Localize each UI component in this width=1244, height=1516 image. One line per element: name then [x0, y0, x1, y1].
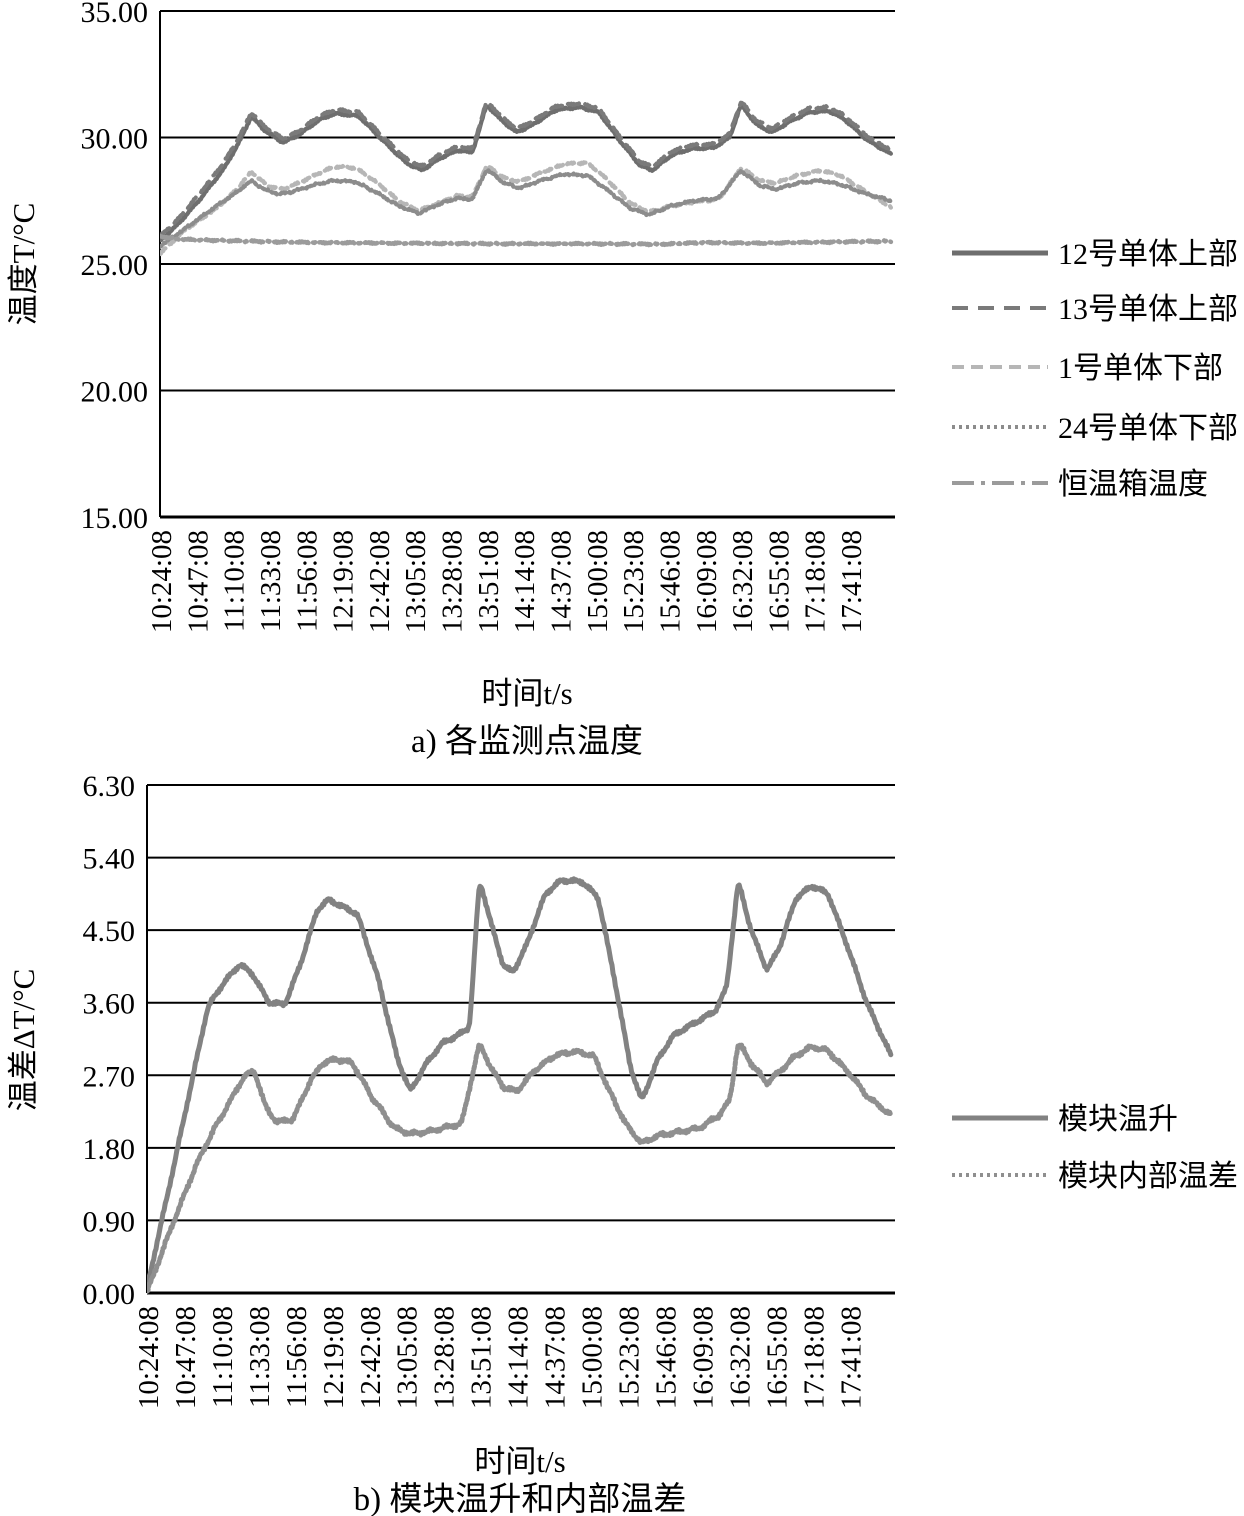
legend-item-module-internal-diff: 模块内部温差 [952, 1160, 1238, 1193]
x-tick-label: 13:28:08 [429, 1306, 461, 1409]
y-tick-label: 25.00 [81, 249, 149, 282]
series-cell24-bottom [160, 168, 893, 250]
chart-a-y-tick-labels: 35.00 30.00 25.00 20.00 15.00 [81, 0, 149, 535]
chart-b-y-tick-labels: 6.30 5.40 4.50 3.60 2.70 1.80 0.90 0.00 [83, 770, 136, 1311]
y-tick-label: 4.50 [83, 915, 136, 948]
x-tick-label: 13:05:08 [392, 1306, 424, 1409]
chart-b: 6.30 5.40 4.50 3.60 2.70 1.80 0.90 0.00 10:24:0… [6, 770, 1238, 1516]
x-tick-label: 17:41:08 [835, 1306, 867, 1409]
x-tick-label: 13:28:08 [437, 530, 469, 633]
series-cell13-top [160, 100, 893, 238]
y-tick-label: 0.00 [83, 1278, 136, 1311]
y-tick-label: 35.00 [81, 0, 149, 29]
series-cell1-bottom [160, 160, 893, 257]
y-tick-label: 15.00 [81, 502, 149, 535]
x-tick-label: 11:10:08 [219, 530, 251, 632]
x-tick-label: 16:09:08 [687, 1306, 719, 1409]
x-tick-label: 15:46:08 [650, 1306, 682, 1409]
legend-label-cell13-top: 13号单体上部 [1058, 293, 1238, 326]
x-tick-label: 14:37:08 [540, 1306, 572, 1409]
chart-a-series [160, 100, 894, 257]
legend-label-chamber-temp: 恒温箱温度 [1058, 468, 1208, 501]
x-tick-label: 15:23:08 [613, 1306, 645, 1409]
legend-label-module-internal-diff: 模块内部温差 [1058, 1160, 1238, 1193]
series-module-internal-diff [147, 1042, 894, 1294]
x-tick-label: 12:19:08 [318, 1306, 350, 1409]
chart-a-x-axis-title: 时间t/s [481, 676, 572, 711]
x-tick-label: 11:33:08 [244, 1306, 276, 1408]
y-tick-label: 0.90 [83, 1205, 136, 1238]
x-tick-label: 15:00:08 [577, 1306, 609, 1409]
legend-item-cell24-bottom: 24号单体下部 [952, 412, 1238, 445]
x-tick-label: 11:56:08 [281, 1306, 313, 1408]
series-chamber-temp [160, 233, 894, 248]
x-tick-label: 10:24:08 [133, 1306, 165, 1409]
series-module-temp-rise [147, 876, 894, 1290]
chart-b-x-axis-title: 时间t/s [474, 1444, 565, 1479]
x-tick-label: 16:55:08 [763, 530, 795, 633]
x-tick-label: 13:51:08 [473, 530, 505, 633]
y-tick-label: 30.00 [81, 123, 149, 156]
x-tick-label: 11:56:08 [291, 530, 323, 632]
chart-b-y-axis-title: 温差ΔT/°C [6, 969, 41, 1112]
x-tick-label: 16:09:08 [691, 530, 723, 633]
x-tick-label: 17:18:08 [800, 530, 832, 633]
y-tick-label: 6.30 [83, 770, 136, 803]
chart-b-grid [146, 784, 895, 1295]
x-tick-label: 12:42:08 [355, 1306, 387, 1409]
x-tick-label: 17:41:08 [836, 530, 868, 633]
chart-a-y-axis-title: 温度T/°C [6, 203, 41, 326]
legend-label-cell12-top: 12号单体上部 [1058, 238, 1238, 271]
y-tick-label: 2.70 [83, 1060, 136, 1093]
legend-item-cell1-bottom: 1号单体下部 [952, 352, 1223, 385]
x-tick-label: 15:46:08 [654, 530, 686, 633]
legend-label-module-temp-rise: 模块温升 [1058, 1103, 1178, 1136]
x-tick-label: 10:47:08 [170, 1306, 202, 1409]
x-tick-label: 10:24:08 [146, 530, 178, 633]
x-tick-label: 12:42:08 [364, 530, 396, 633]
y-tick-label: 3.60 [83, 988, 136, 1021]
x-tick-label: 13:51:08 [466, 1306, 498, 1409]
x-tick-label: 17:18:08 [798, 1306, 830, 1409]
legend-item-cell12-top: 12号单体上部 [952, 238, 1238, 271]
series-cell12-top [160, 103, 893, 243]
legend-label-cell1-bottom: 1号单体下部 [1058, 352, 1223, 385]
chart-a: 35.00 30.00 25.00 20.00 15.00 10:24:08 10:47:… [6, 0, 1238, 760]
chart-b-x-tick-labels: 10:24:08 10:47:08 11:10:08 11:33:08 11:56:08… [133, 1306, 867, 1409]
legend-label-cell24-bottom: 24号单体下部 [1058, 412, 1238, 445]
x-tick-label: 11:10:08 [207, 1306, 239, 1408]
legend-item-cell13-top: 13号单体上部 [952, 293, 1238, 326]
chart-b-caption: b) 模块温升和内部温差 [354, 1481, 687, 1516]
x-tick-label: 12:19:08 [328, 530, 360, 633]
x-tick-label: 14:37:08 [546, 530, 578, 633]
x-tick-label: 15:00:08 [582, 530, 614, 633]
y-tick-label: 1.80 [83, 1133, 136, 1166]
x-tick-label: 15:23:08 [618, 530, 650, 633]
x-tick-label: 11:33:08 [255, 530, 287, 632]
chart-a-grid [159, 10, 895, 519]
y-tick-label: 5.40 [83, 843, 136, 876]
x-tick-label: 14:14:08 [509, 530, 541, 633]
x-tick-label: 14:14:08 [503, 1306, 535, 1409]
y-tick-label: 20.00 [81, 376, 149, 409]
chart-a-caption: a) 各监测点温度 [411, 723, 643, 760]
x-tick-label: 16:55:08 [761, 1306, 793, 1409]
legend-item-module-temp-rise: 模块温升 [952, 1103, 1178, 1136]
x-tick-label: 10:47:08 [182, 530, 214, 633]
x-tick-label: 16:32:08 [724, 1306, 756, 1409]
chart-b-series [147, 876, 894, 1294]
x-tick-label: 16:32:08 [727, 530, 759, 633]
legend-item-chamber-temp: 恒温箱温度 [952, 468, 1208, 501]
chart-a-x-tick-labels: 10:24:08 10:47:08 11:10:08 11:33:08 11:56:08… [146, 530, 868, 633]
x-tick-label: 13:05:08 [400, 530, 432, 633]
